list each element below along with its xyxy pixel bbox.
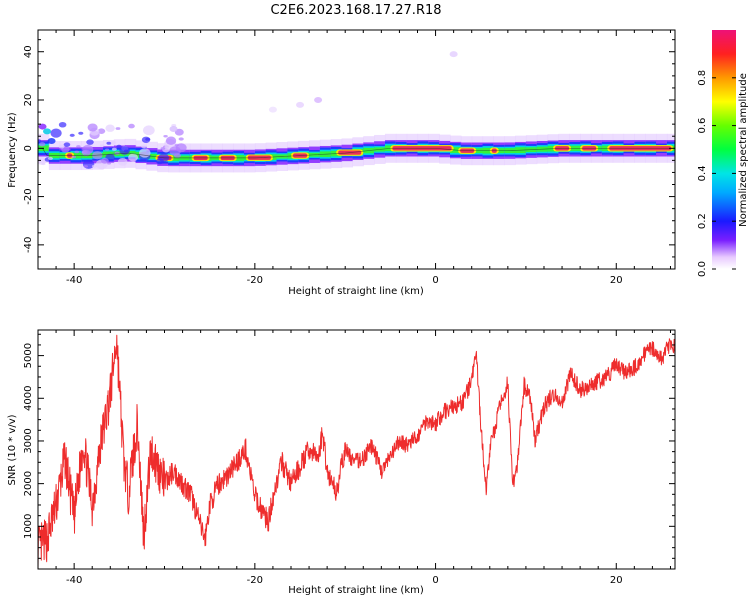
noise-blob <box>106 141 112 145</box>
spectrogram-panel: -40 -20 0 20 -40 -20 0 20 40 Height of straight … <box>7 29 676 297</box>
snr-ytick-label: 3000 <box>23 428 34 453</box>
noise-blob <box>268 106 277 113</box>
snr-xlabel: Height of straight line (km) <box>288 585 424 596</box>
spectrogram-ytick-label: -20 <box>23 188 34 204</box>
noise-blob <box>100 157 109 164</box>
noise-blob <box>140 144 147 149</box>
snr-ytick-label: 4000 <box>23 386 34 411</box>
noise-blob <box>139 148 151 158</box>
snr-ytick-label: 1000 <box>23 514 34 539</box>
noise-blob <box>47 156 53 160</box>
noise-blob <box>78 131 84 135</box>
noise-blob <box>41 162 46 166</box>
spectrogram-ytick-label: -40 <box>23 237 34 253</box>
noise-blob <box>38 139 41 143</box>
noise-blob <box>99 144 105 147</box>
noise-blob <box>107 162 112 165</box>
colorbar-label: Normalized spectral amplitude <box>738 73 749 227</box>
noise-blob <box>38 157 47 165</box>
noise-blob <box>71 155 77 159</box>
noise-blob <box>87 123 98 132</box>
noise-blob <box>76 145 81 148</box>
noise-blob <box>165 136 177 145</box>
spectrogram-xtick-label: -40 <box>66 275 82 286</box>
noise-blob <box>169 125 178 132</box>
snr-xtick-label: -20 <box>247 575 263 586</box>
noise-blob <box>69 133 75 137</box>
snr-xtick-label: 0 <box>432 575 438 586</box>
noise-blob <box>63 142 71 147</box>
noise-blob <box>82 149 91 157</box>
colorbar-tick-label: 0.2 <box>697 213 708 229</box>
noise-blob <box>115 127 121 130</box>
noise-blob <box>123 149 129 153</box>
noise-blob <box>39 142 46 147</box>
colorbar-tick-label: 0.6 <box>697 118 708 134</box>
noise-blob <box>105 124 115 132</box>
colorbar: 0.0 0.2 0.4 0.6 0.8 Normalized spectral ampl… <box>697 30 749 277</box>
snr-xtick-label: 20 <box>610 575 623 586</box>
noise-blob <box>97 128 106 134</box>
noise-blob <box>110 141 117 145</box>
noise-blob <box>58 121 67 128</box>
snr-panel: -40 -20 0 20 1000 2000 3000 4000 5000 Height of … <box>7 329 676 596</box>
spectrogram-ytick-label: 0 <box>23 145 34 151</box>
snr-ytick-label: 2000 <box>23 471 34 496</box>
spectrogram-axes: -40 -20 0 20 -40 -20 0 20 40 <box>23 29 676 286</box>
noise-blob <box>111 147 117 151</box>
noise-blob <box>296 101 305 108</box>
spectrogram-ytick-label: 20 <box>23 94 34 107</box>
noise-blob <box>141 136 151 144</box>
snr-ylabel: SNR (10 * v/v) <box>7 414 18 485</box>
snr-ytick-label: 5000 <box>23 343 34 368</box>
noise-blob <box>163 135 168 138</box>
noise-blob <box>449 51 458 58</box>
noise-blob <box>105 148 110 151</box>
spectrogram-xtick-label: -20 <box>247 275 263 286</box>
spectrogram-xtick-label: 20 <box>610 275 623 286</box>
noise-blob <box>128 153 139 162</box>
colorbar-gradient <box>712 30 736 269</box>
noise-blob <box>50 128 62 138</box>
spectrogram-xtick-label: 0 <box>432 275 438 286</box>
noise-blob <box>86 139 94 145</box>
noise-blob <box>174 153 181 159</box>
chart-title: C2E6.2023.168.17.27.R18 <box>270 3 441 18</box>
noise-blob <box>83 165 89 168</box>
noise-blob <box>128 123 135 129</box>
snr-xtick-label: -40 <box>66 575 82 586</box>
snr-axes: -40 -20 0 20 1000 2000 3000 4000 5000 <box>23 329 676 586</box>
spectrogram-ytick-label: 40 <box>23 45 34 58</box>
noise-blob <box>160 147 166 150</box>
noise-blob <box>117 158 128 166</box>
noise-blob <box>58 144 65 149</box>
noise-blob <box>47 138 56 145</box>
noise-blob <box>174 128 184 136</box>
spectrogram-heatmap <box>38 51 675 173</box>
noise-blob <box>74 150 80 154</box>
noise-blob <box>116 144 122 149</box>
colorbar-tick-label: 0.4 <box>697 165 708 181</box>
colorbar-ticks: 0.0 0.2 0.4 0.6 0.8 <box>697 70 736 277</box>
noise-blob <box>142 125 155 136</box>
noise-blob <box>43 128 52 135</box>
spectrogram-frame <box>37 29 676 270</box>
noise-blob <box>91 164 97 168</box>
noise-blob <box>178 137 184 141</box>
noise-blob <box>114 151 120 155</box>
snr-series-line <box>38 334 675 569</box>
colorbar-tick-label: 0.8 <box>697 70 708 86</box>
noise-blob <box>155 158 164 165</box>
noise-blob <box>174 144 179 147</box>
snr-frame <box>37 329 676 570</box>
band-centerline <box>38 147 675 159</box>
spectrogram-ylabel: Frequency (Hz) <box>7 112 18 188</box>
noise-blob <box>314 97 323 104</box>
noise-blob <box>38 123 47 130</box>
spectrogram-xlabel: Height of straight line (km) <box>288 286 424 297</box>
colorbar-tick-label: 0.0 <box>697 261 708 277</box>
